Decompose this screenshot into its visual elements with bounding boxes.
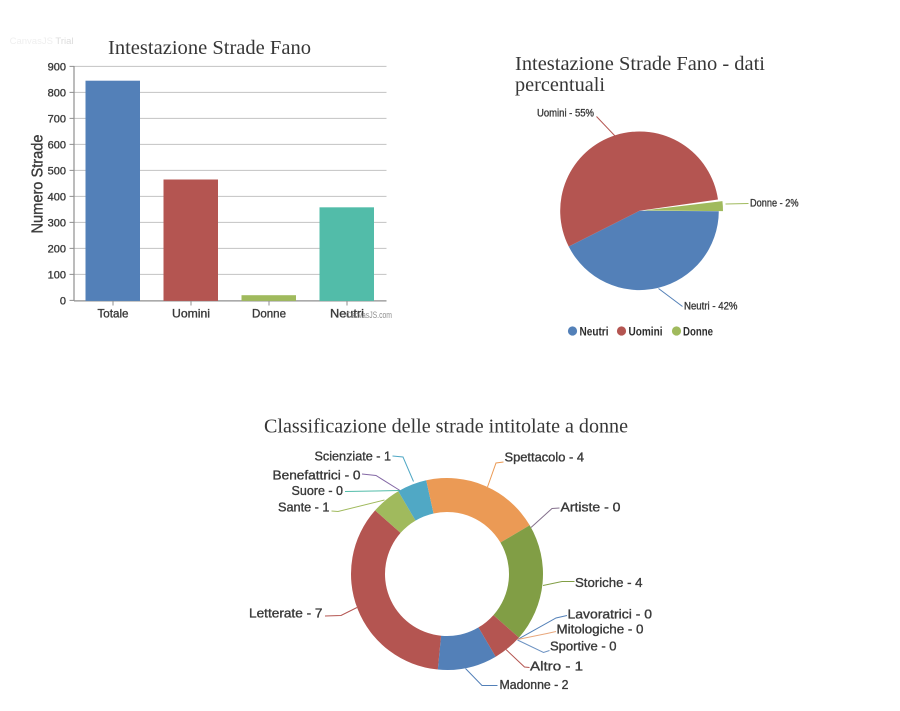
- svg-text:Sportive - 0: Sportive - 0: [550, 640, 617, 654]
- svg-text:300: 300: [48, 218, 66, 230]
- svg-text:400: 400: [48, 192, 66, 204]
- svg-text:500: 500: [48, 166, 66, 178]
- svg-text:Uomini: Uomini: [172, 307, 210, 321]
- svg-text:Donne: Donne: [683, 324, 713, 338]
- svg-text:Storiche - 4: Storiche - 4: [575, 576, 643, 590]
- svg-text:Madonne - 2: Madonne - 2: [500, 678, 569, 692]
- svg-text:Intestazione Strade Fano - dat: Intestazione Strade Fano - dati: [515, 53, 765, 75]
- svg-text:Altro - 1: Altro - 1: [530, 660, 583, 674]
- svg-text:Benefattrici - 0: Benefattrici - 0: [273, 468, 361, 482]
- svg-text:Spettacolo - 4: Spettacolo - 4: [505, 451, 585, 465]
- svg-text:200: 200: [48, 244, 66, 256]
- svg-text:Mitologiche - 0: Mitologiche - 0: [557, 623, 644, 637]
- svg-text:800: 800: [48, 88, 66, 100]
- svg-text:0: 0: [60, 296, 66, 308]
- svg-text:Neutri: Neutri: [580, 324, 609, 338]
- svg-text:percentuali: percentuali: [515, 74, 605, 96]
- svg-text:Intestazione Strade Fano: Intestazione Strade Fano: [108, 37, 311, 59]
- svg-text:Totale: Totale: [98, 307, 129, 321]
- svg-text:Lavoratrici - 0: Lavoratrici - 0: [568, 607, 653, 621]
- svg-text:CanvasJS Trial: CanvasJS Trial: [10, 36, 74, 47]
- svg-text:Artiste - 0: Artiste - 0: [561, 501, 621, 515]
- svg-text:Uomini - 55%: Uomini - 55%: [537, 108, 594, 120]
- svg-text:Suore - 0: Suore - 0: [292, 484, 344, 498]
- svg-text:600: 600: [48, 140, 66, 152]
- svg-text:900: 900: [48, 62, 66, 74]
- svg-text:Donne: Donne: [252, 307, 286, 321]
- svg-text:Numero Strade: Numero Strade: [30, 134, 47, 233]
- svg-text:100: 100: [48, 270, 66, 282]
- svg-text:Uomini: Uomini: [629, 324, 663, 338]
- svg-text:700: 700: [48, 114, 66, 126]
- svg-text:Scienziate - 1: Scienziate - 1: [315, 450, 392, 464]
- svg-text:Classificazione delle strade i: Classificazione delle strade intitolate …: [264, 416, 628, 438]
- svg-text:Donne - 2%: Donne - 2%: [750, 198, 799, 210]
- svg-text:Letterate - 7: Letterate - 7: [249, 606, 323, 620]
- svg-text:Neutri - 42%: Neutri - 42%: [684, 301, 738, 313]
- svg-text:CanvasJS.com: CanvasJS.com: [346, 310, 392, 320]
- svg-text:Neutri: Neutri: [330, 307, 364, 321]
- svg-text:Sante - 1: Sante - 1: [278, 501, 330, 515]
